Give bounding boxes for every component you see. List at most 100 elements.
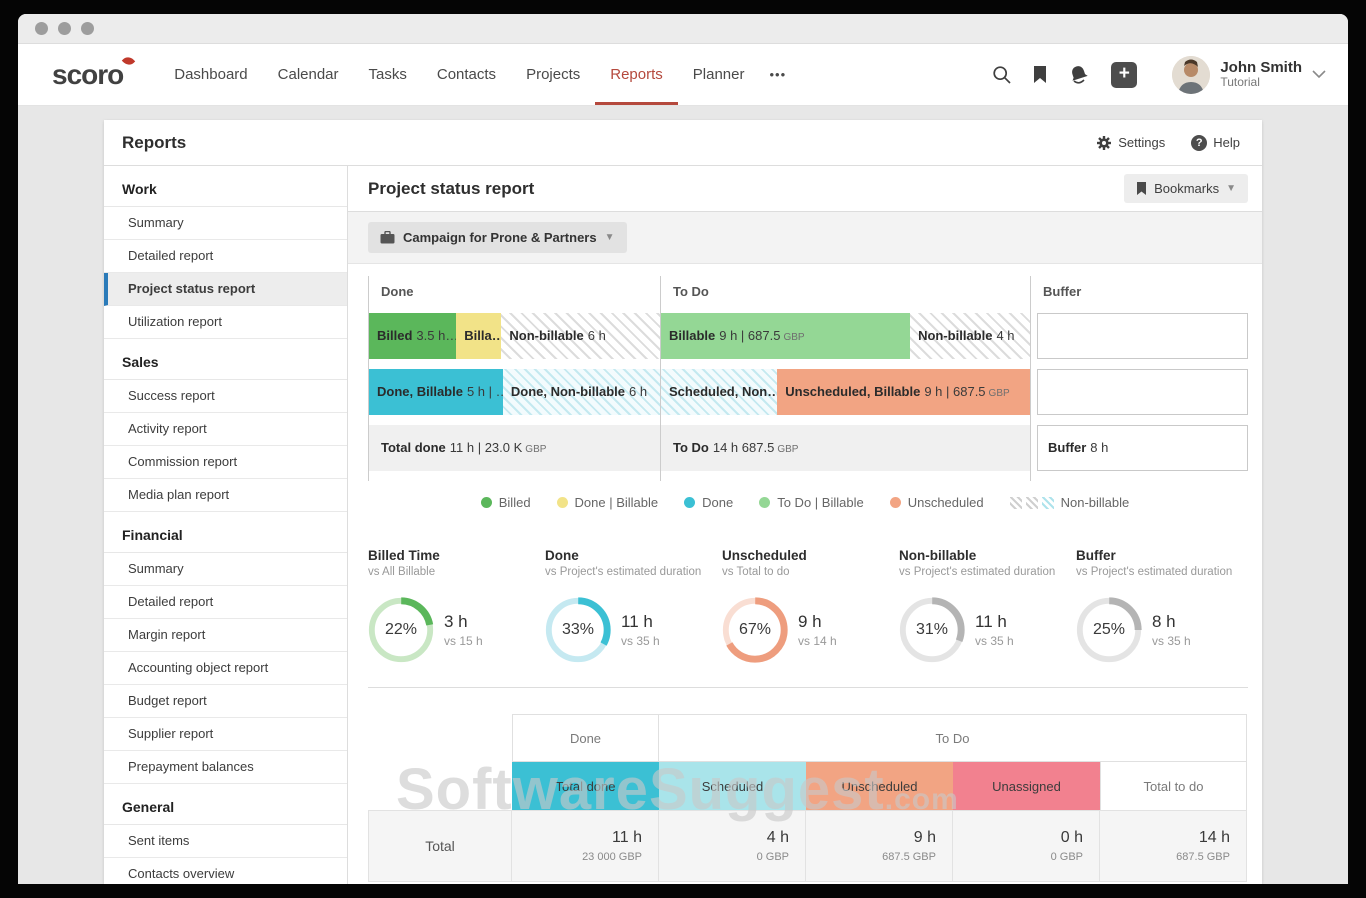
stat-billed-time: Billed Time vs All Billable 22% 3 h vs 1… [368,548,545,663]
nav-item-reports[interactable]: Reports [595,44,678,105]
main-navigation: Dashboard Calendar Tasks Contacts Projec… [159,44,796,105]
bar-segment-unscheduled[interactable]: Unscheduled, Billable 9 h | 687.5 GBP [777,369,1030,415]
done-dot-icon [684,497,696,508]
nav-item-projects[interactable]: Projects [526,66,581,83]
reports-card: Reports Settings ? Help Work Summary [104,120,1262,884]
sidebar-item-work-detailed-report[interactable]: Detailed report [104,240,347,273]
legend-item-billed: Billed [480,495,531,510]
done-total-cell: Total done 11 h | 23.0 K GBP [369,425,660,471]
sidebar-item-financial-detailed-report[interactable]: Detailed report [104,586,347,619]
search-icon[interactable] [992,65,1012,85]
sidebar-item-prepayment-balances[interactable]: Prepayment balances [104,751,347,784]
stat-buffer: Buffer vs Project's estimated duration 2… [1076,548,1253,663]
window-control-dot[interactable] [81,22,94,35]
nav-item-calendar[interactable]: Calendar [277,66,339,83]
table-cell-total-done: 11 h 23 000 GBP [512,810,659,882]
bars-done-header: Done [381,284,414,299]
sidebar-item-supplier-report[interactable]: Supplier report [104,718,347,751]
bookmarks-dropdown-button[interactable]: Bookmarks ▼ [1124,174,1248,203]
sidebar-item-accounting-object-report[interactable]: Accounting object report [104,652,347,685]
bar-segment-non-billable[interactable]: Non-billable 6 h [501,313,660,359]
stat-done: Done vs Project's estimated duration 33%… [545,548,722,663]
bars-column-todo: To Do Billable 9 h | 687.5 GBP Non-billabl… [660,276,1030,481]
sidebar-item-sent-items[interactable]: Sent items [104,825,347,858]
table-group-done: Done [512,714,659,762]
nav-more-button[interactable]: ••• [769,67,787,82]
legend-item-unscheduled: Unscheduled [889,495,984,510]
sidebar-item-commission-report[interactable]: Commission report [104,446,347,479]
sidebar-item-success-report[interactable]: Success report [104,380,347,413]
sidebar-item-budget-report[interactable]: Budget report [104,685,347,718]
bars-column-buffer: Buffer Buffer 8 h [1030,276,1248,481]
buffer-total-box: Buffer 8 h [1037,425,1248,471]
bar-segment-todo-billable[interactable]: Billable 9 h | 687.5 GBP [661,313,911,359]
sidebar-item-financial-summary[interactable]: Summary [104,553,347,586]
sidebar-item-utilization-report[interactable]: Utilization report [104,306,347,339]
notifications-bell-icon[interactable] [1068,65,1090,85]
nav-item-tasks[interactable]: Tasks [368,66,407,83]
sidebar-section-work: Work [104,166,347,207]
sidebar-item-project-status-report[interactable]: Project status report [104,273,347,306]
table-row-label: Total [368,810,512,882]
scoro-logo[interactable]: scoro [52,44,136,105]
nav-item-contacts[interactable]: Contacts [436,66,497,83]
hatch-pattern-icon [1009,496,1054,509]
unscheduled-donut-chart: 67% [722,597,788,663]
user-menu[interactable]: John Smith Tutorial [1172,55,1326,94]
user-role: Tutorial [1220,75,1260,90]
donut-stats-row: Billed Time vs All Billable 22% 3 h vs 1… [368,548,1262,663]
sidebar-section-general: General [104,784,347,825]
top-navbar: scoro Dashboard Calendar Tasks Contacts … [18,44,1348,106]
report-main: Project status report Bookmarks ▼ Campai… [348,166,1262,884]
table-col-unscheduled: Unscheduled [806,762,953,810]
logo-accent-mark [122,54,136,68]
sidebar-item-margin-report[interactable]: Margin report [104,619,347,652]
bar-segment-billed[interactable]: Billed 3.5 h… [369,313,457,359]
legend-item-non-billable: Non-billable [1009,495,1129,510]
sidebar-item-contacts-overview[interactable]: Contacts overview [104,858,347,884]
done-row-billing: Billed 3.5 h… Billa… Non-billable 6 h [369,313,660,359]
campaign-filter-button[interactable]: Campaign for Prone & Partners ▼ [368,222,627,253]
todo-row-scheduling: Scheduled, Non… Unscheduled, Billable 9 h… [661,369,1030,415]
bar-segment-scheduled[interactable]: Scheduled, Non… [661,369,778,415]
reports-sidebar: Work Summary Detailed report Project sta… [104,166,348,884]
user-avatar[interactable] [1172,55,1211,94]
table-empty-cell [368,714,512,762]
window-titlebar [18,14,1348,44]
section-divider [368,687,1248,688]
help-button[interactable]: ? Help [1191,134,1240,151]
sidebar-item-media-plan-report[interactable]: Media plan report [104,479,347,512]
user-name: John Smith [1220,58,1302,76]
add-new-button[interactable]: + [1111,61,1138,88]
window-control-dot[interactable] [58,22,71,35]
table-col-unassigned: Unassigned [953,762,1100,810]
table-col-scheduled: Scheduled [659,762,806,810]
navbar-right-actions: + John Smith Tutorial [992,44,1326,105]
bar-segment-todo-non-billable[interactable]: Non-billable 4 h [910,313,1030,359]
bar-segment-billable[interactable]: Billa… [456,313,502,359]
non-billable-donut-chart: 31% [899,597,965,663]
sidebar-section-financial: Financial [104,512,347,553]
briefcase-icon [380,231,395,244]
bars-buffer-header: Buffer [1043,284,1082,299]
chevron-down-icon: ▼ [1226,183,1236,194]
legend-item-done: Done [684,495,733,510]
buffer-box-empty [1037,313,1248,359]
page-background: Reports Settings ? Help Work Summary [18,106,1348,884]
bookmarks-icon[interactable] [1033,65,1047,84]
nav-item-dashboard[interactable]: Dashboard [174,66,248,83]
window-control-dot[interactable] [35,22,48,35]
done-billable-dot-icon [556,497,568,508]
buffer-donut-chart: 25% [1076,597,1142,663]
page-title: Reports [122,132,187,152]
report-header: Project status report Bookmarks ▼ [348,166,1262,212]
user-menu-chevron-icon[interactable] [1312,70,1326,79]
bar-segment-done-non-billable[interactable]: Done, Non-billable 6 h [502,369,660,415]
settings-button[interactable]: Settings [1096,135,1165,151]
sidebar-section-sales: Sales [104,339,347,380]
sidebar-item-activity-report[interactable]: Activity report [104,413,347,446]
sidebar-item-work-summary[interactable]: Summary [104,207,347,240]
nav-item-planner[interactable]: Planner [692,66,745,83]
